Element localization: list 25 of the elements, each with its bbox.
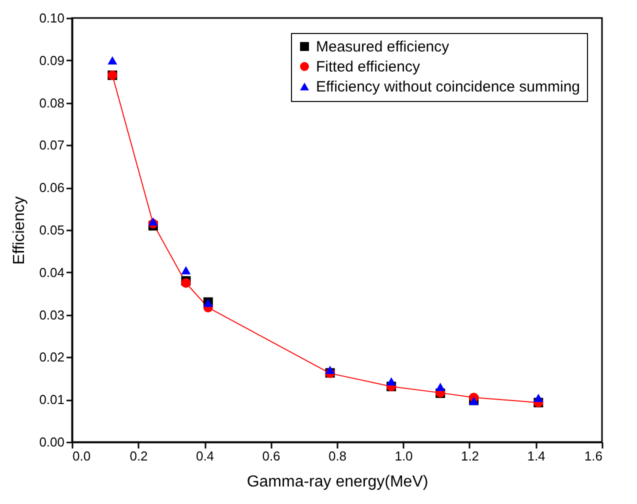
y-tick-label: 0.05 [39, 222, 64, 238]
x-tick-label: 1.0 [394, 448, 413, 464]
x-tick-label: 0.8 [328, 448, 347, 464]
x-tick-label: 1.2 [460, 448, 480, 464]
y-tick-label: 0.04 [39, 264, 64, 280]
y-tick-label: 0.09 [39, 52, 64, 68]
x-tick-label: 1.4 [527, 448, 546, 464]
x-axis-title: Gamma-ray energy(MeV) [246, 474, 428, 490]
y-tick-label: 0.00 [39, 434, 64, 450]
legend-label: Efficiency without coincidence summing [316, 78, 580, 96]
x-tick-label: 0.6 [262, 448, 280, 464]
x-tick-label: 1.6 [584, 448, 602, 464]
legend-label: Measured efficiency [316, 38, 450, 56]
y-tick-label: 0.06 [39, 180, 64, 196]
y-tick-label: 0.08 [39, 95, 64, 110]
y-tick-label: 0.07 [39, 138, 64, 153]
y-tick-label: 0.02 [39, 350, 64, 365]
x-tick-label: 0.2 [130, 448, 148, 464]
x-tick-label: 0.4 [196, 448, 214, 464]
y-tick-label: 0.01 [39, 392, 64, 408]
x-tick-label: 0.0 [72, 448, 91, 464]
y-axis-title: Efficiency [11, 196, 28, 265]
y-tick-label: 0.10 [39, 10, 64, 26]
y-tick-label: 0.03 [39, 307, 64, 322]
legend-label: Fitted efficiency [316, 58, 420, 76]
